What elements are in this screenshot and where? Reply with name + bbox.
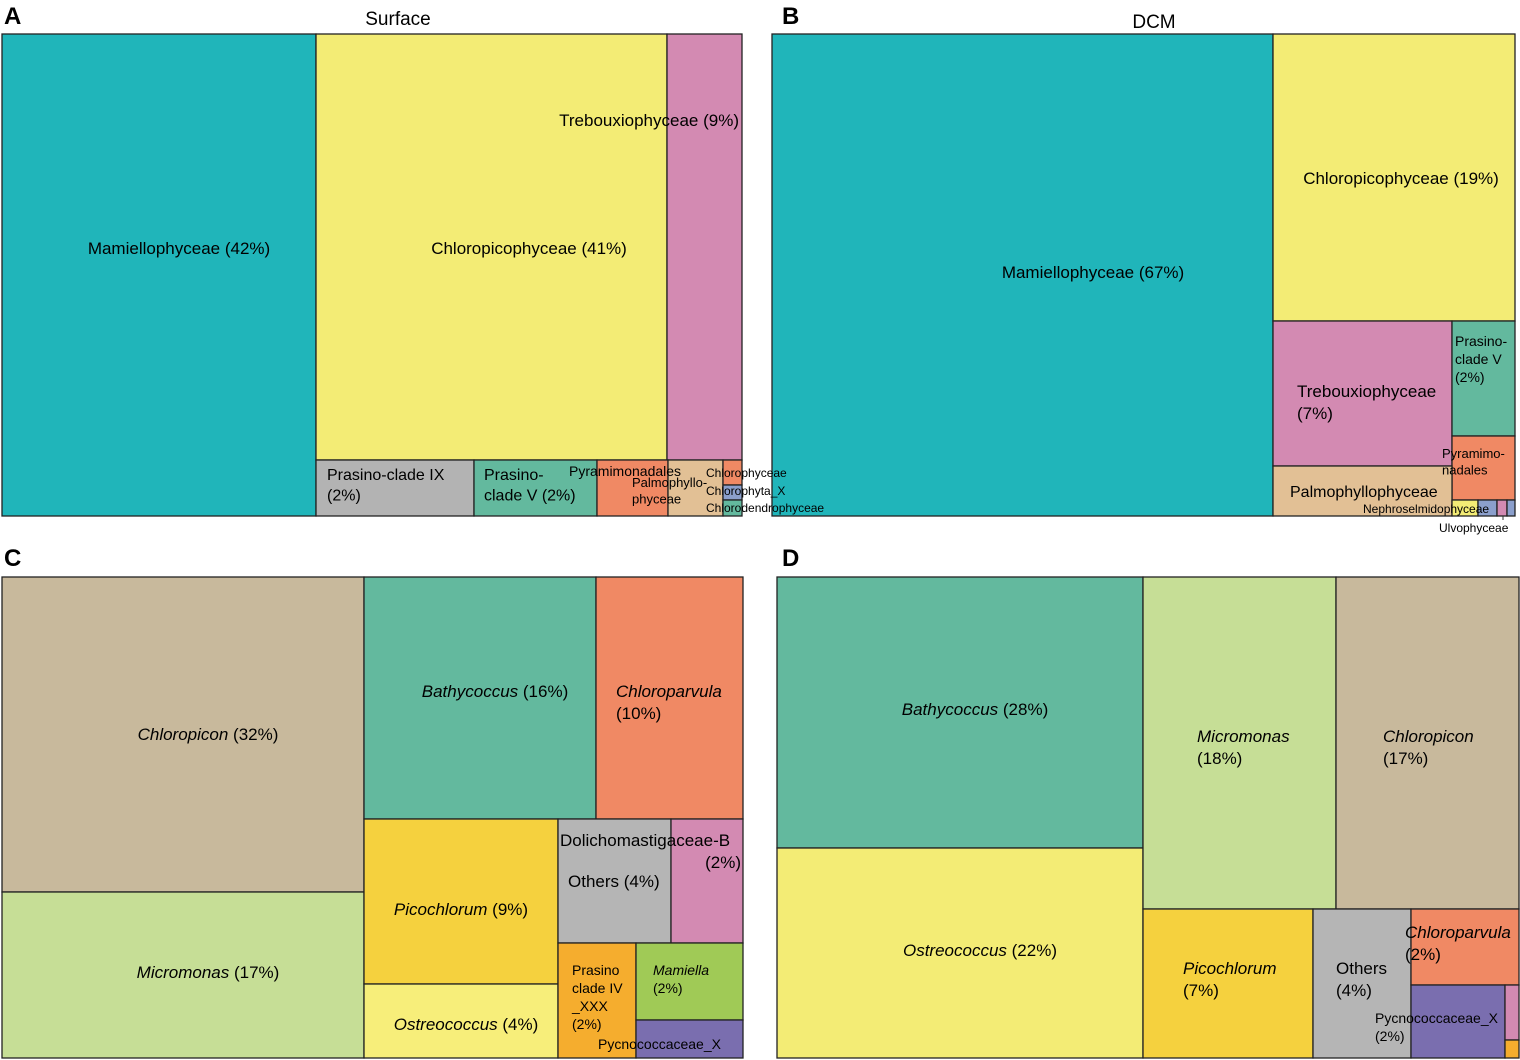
- panel-a-chlorodendrophyceae-label: Chlorodendrophyceae: [706, 501, 824, 515]
- panel-title-a: Surface: [365, 9, 430, 30]
- panel-b-pyramimonadales-label-line-2: nadales: [1442, 463, 1488, 478]
- panel-a-mamiellophyceae-tile: [1, 33, 317, 517]
- panel-c-chloropicon-tile: [1, 576, 365, 893]
- panel-a-prasino-clade-ix-label-line-2: (2%): [327, 487, 361, 504]
- panel-c-others-label: Others (4%): [568, 872, 660, 891]
- panel-c-dolichomastigaceae-b-tile: [670, 818, 744, 944]
- panel-a-prasino-clade-v-tile: [473, 459, 598, 517]
- panel-d-picochlorum-label-line-1: Picochlorum: [1183, 959, 1277, 978]
- panel-c-picochlorum-label: Picochlorum (9%): [394, 900, 528, 919]
- panel-c-dolichomastigaceae-b-label-line-2: (2%): [705, 853, 741, 872]
- panel-a-prasino-clade-v-label-line-2: clade V (2%): [484, 487, 576, 504]
- panel-c-chloroparvula-tile: [595, 576, 744, 820]
- panel-d-micromonas-label-line-2: (18%): [1197, 749, 1242, 768]
- panel-c-micromonas-tile: [1, 891, 365, 1059]
- panel-d-tail-tile-2: [1504, 1039, 1520, 1059]
- panel-d-picochlorum-tile: [1142, 908, 1314, 1059]
- panel-d-chloropicon-tile: [1335, 576, 1520, 910]
- panel-a-chlorodendrophyceae-tile: [722, 499, 743, 517]
- panel-a-palmophyllophyceae-label-line-1: Palmophyllo-: [632, 475, 707, 490]
- panel-b-mamiellophyceae-label: Mamiellophyceae (67%): [1002, 263, 1184, 282]
- panel-b-chloropicophyceae-tile: [1272, 33, 1516, 322]
- panel-d-chloroparvula-tile: [1410, 908, 1520, 986]
- panel-c-others-tile: [557, 818, 672, 944]
- panel-b-trebouxiophyceae-label-line-2: (7%): [1297, 404, 1333, 423]
- panel-c-pycnococcaceae-x-label: Pycnococcaceae_X: [598, 1036, 722, 1052]
- panel-letter-a: A: [4, 3, 21, 30]
- panel-d-pycnococcaceae-x-label-line-2: (2%): [1375, 1028, 1405, 1044]
- panel-c-bathycoccus-tile: [363, 576, 597, 820]
- panel-a-palmophyllophyceae-label-line-2: phyceae: [632, 492, 681, 507]
- panel-c-micromonas-label: Micromonas (17%): [137, 963, 280, 982]
- panel-c-ostreococcus-label: Ostreococcus (4%): [394, 1015, 539, 1034]
- panel-c-chloroparvula-label-line-2: (10%): [616, 704, 661, 723]
- panel-d-others-label-line-1: Others: [1336, 959, 1387, 978]
- panel-b-prasino-clade-v-label-line-2: clade V: [1455, 351, 1502, 367]
- panel-d-chloroparvula-label-line-2: (2%): [1405, 945, 1441, 964]
- panel-d-pycnococcaceae-x-label-line-1: Pycnococcaceae_X: [1375, 1010, 1499, 1026]
- panel-d-chloropicon-label-line-1: Chloropicon: [1383, 727, 1474, 746]
- panel-a-trebouxiophyceae-label: Trebouxiophyceae (9%): [559, 111, 739, 130]
- panel-a-prasino-clade-v-label-line-1: Prasino-: [484, 467, 544, 484]
- panel-b-trebouxiophyceae-tile: [1272, 320, 1453, 467]
- panel-c-pycnococcaceae-x-tile: [635, 1019, 744, 1059]
- panel-a-pyramimonadales-label: Pyramimonadales: [569, 463, 681, 479]
- panel-d-picochlorum-label-line-2: (7%): [1183, 981, 1219, 1000]
- panel-d-bathycoccus-label: Bathycoccus (28%): [902, 700, 1048, 719]
- panel-c-prasino-clade-iv-xxx-label-line-4: (2%): [572, 1016, 602, 1032]
- panel-b-nephroselmidophyceae-label: Nephroselmidophyceae: [1363, 502, 1489, 516]
- panel-c-prasino-clade-iv-xxx-tile: [557, 942, 637, 1059]
- panel-letter-c: C: [4, 545, 21, 572]
- panel-a-palmophyllophyceae-tile: [667, 459, 724, 517]
- panel-d-chloropicon-label-line-2: (17%): [1383, 749, 1428, 768]
- panel-letter-b: B: [782, 3, 799, 30]
- panel-d-bathycoccus-tile: [776, 576, 1144, 849]
- panel-c-bathycoccus-label: Bathycoccus (16%): [422, 682, 568, 701]
- panel-d-pycnococcaceae-x-tile: [1410, 984, 1506, 1059]
- panel-d-others-tile: [1312, 908, 1412, 1059]
- panel-c-prasino-clade-iv-xxx-label-line-2: clade IV: [572, 980, 623, 996]
- panel-b-chloropicophyceae-label: Chloropicophyceae (19%): [1303, 169, 1499, 188]
- panel-b-tail-tile-1: [1496, 499, 1508, 517]
- panel-c-prasino-clade-iv-xxx-label-line-1: Prasino: [572, 962, 620, 978]
- panel-c-prasino-clade-iv-xxx-label-line-3: _XXX: [571, 998, 608, 1014]
- panel-a-mamiellophyceae-label: Mamiellophyceae (42%): [88, 239, 270, 258]
- panel-c-mamiella-tile: [635, 942, 744, 1021]
- panel-a-prasino-clade-ix-label-line-1: Prasino-clade IX: [327, 467, 445, 484]
- panel-d-others-label-line-2: (4%): [1336, 981, 1372, 1000]
- panel-b-ulvophyceae-label: Ulvophyceae: [1439, 521, 1509, 535]
- panel-b-prasino-clade-v-label-line-3: (2%): [1455, 369, 1485, 385]
- panel-a-chloropicophyceae-label: Chloropicophyceae (41%): [431, 239, 627, 258]
- panel-d-tail-tile-1: [1504, 984, 1520, 1041]
- panel-a-trebouxiophyceae-tile: [666, 33, 743, 461]
- panel-a-chlorophyta-x-label: Chlorophyta_X: [706, 484, 785, 498]
- panel-a-chlorophyceae-label: Chlorophyceae: [706, 466, 787, 480]
- panel-title-b: DCM: [1132, 12, 1175, 33]
- panel-b-prasino-clade-v-label-line-1: Prasino-: [1455, 333, 1507, 349]
- panel-c-mamiella-label-line-1: Mamiella: [653, 962, 709, 978]
- panel-a-prasino-clade-ix-tile: [315, 459, 475, 517]
- panel-b-tail-tile-2: [1506, 499, 1516, 517]
- panel-b-mamiellophyceae-tile: [771, 33, 1274, 517]
- panel-a-chloropicophyceae-tile: [315, 33, 668, 461]
- panel-b-pyramimonadales-label-line-1: Pyramimo-: [1442, 446, 1505, 461]
- panel-b-palmophyllophyceae-label: Palmophyllophyceae: [1290, 484, 1438, 501]
- panel-d-micromonas-label-line-1: Micromonas: [1197, 727, 1290, 746]
- panel-c-chloroparvula-label-line-1: Chloroparvula: [616, 682, 722, 701]
- panel-c-ostreococcus-tile: [363, 983, 559, 1059]
- panel-b-trebouxiophyceae-label-line-1: Trebouxiophyceae: [1297, 382, 1436, 401]
- panel-d-ostreococcus-tile: [776, 847, 1144, 1059]
- panel-b-prasino-clade-v-tile: [1451, 320, 1516, 437]
- panel-d-ostreococcus-label: Ostreococcus (22%): [903, 941, 1057, 960]
- panel-letter-d: D: [782, 545, 799, 572]
- panel-c-chloropicon-label: Chloropicon (32%): [138, 725, 279, 744]
- panel-c-mamiella-label-line-2: (2%): [653, 980, 683, 996]
- panel-b-palmophyllophyceae-tile: [1272, 465, 1453, 517]
- panel-c-dolichomastigaceae-b-label-line-1: Dolichomastigaceae-B: [560, 831, 730, 850]
- panel-d-chloroparvula-label-line-1: Chloroparvula: [1405, 923, 1511, 942]
